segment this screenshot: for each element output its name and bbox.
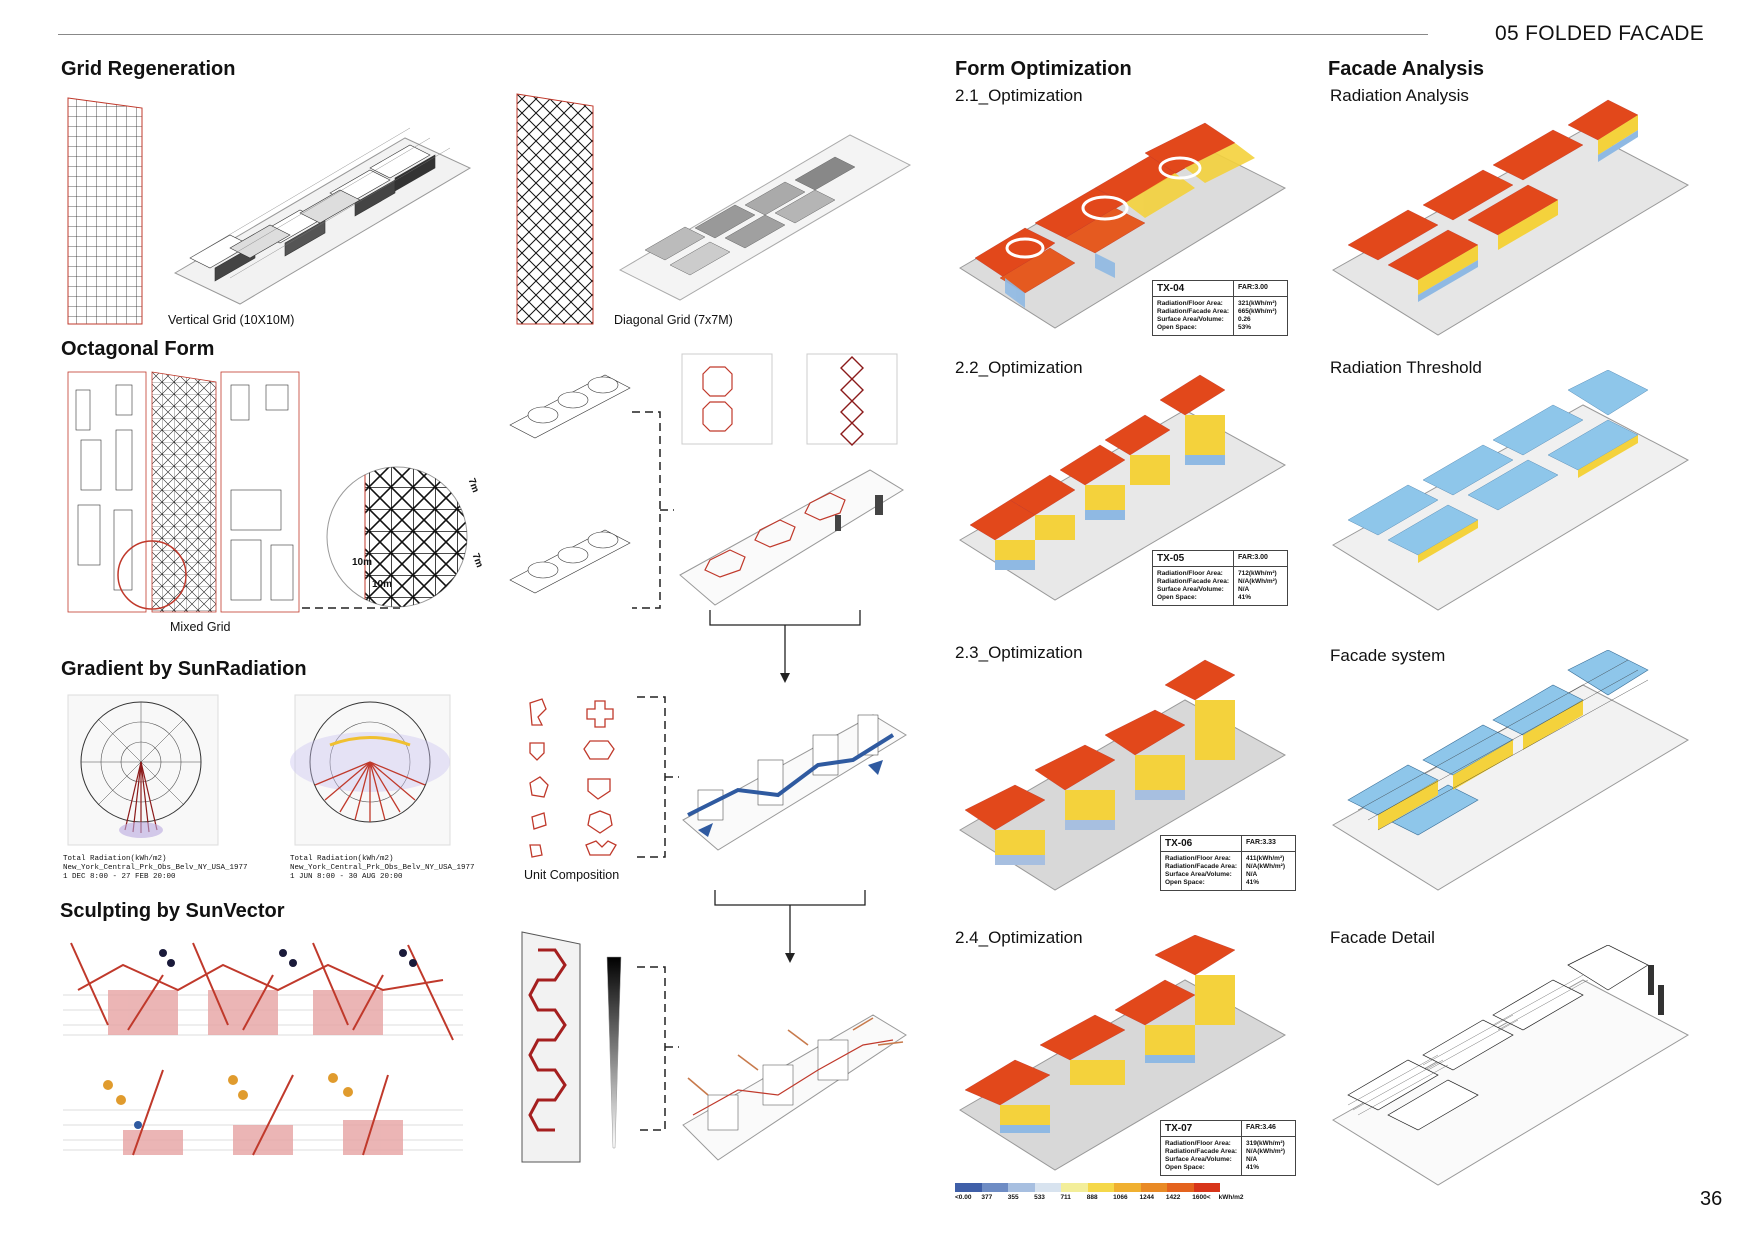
- page-number: 36: [1700, 1188, 1723, 1210]
- label-radiation-threshold: Radiation Threshold: [1330, 358, 1482, 377]
- legend-swatch: [981, 1183, 1008, 1192]
- tx-box-1: TX-04 FAR:3.00 Radiation/Floor Area: Radi…: [1152, 280, 1288, 336]
- tx-box-3: TX-06 FAR:3.33 Radiation/Floor Area: Radi…: [1160, 835, 1296, 891]
- bracket-folded: [637, 966, 679, 1131]
- legend-swatch: [1114, 1183, 1141, 1192]
- radiation-legend-labels: <0.00 377 355 533 711 888 1066 1244 1422…: [955, 1194, 1244, 1201]
- tx-box-4: TX-07 FAR:3.46 Radiation/Floor Area: Radi…: [1160, 1120, 1296, 1176]
- heading-facade-analysis: Facade Analysis: [1328, 58, 1485, 80]
- heading-octagonal-form: Octagonal Form: [61, 338, 215, 360]
- arrow-down-1: [709, 610, 861, 683]
- heading-form-optimization: Form Optimization: [955, 58, 1132, 80]
- facade-system-massing: [1332, 650, 1690, 891]
- arrow-down-2: [714, 890, 866, 963]
- dim-10m-b: 10m: [372, 579, 393, 590]
- label-optimization-4: 2.4_Optimization: [955, 928, 1083, 947]
- vertical-grid-plan: [67, 97, 143, 325]
- sunvector-section-1: [63, 942, 463, 1041]
- unit-composition-shapes: [529, 698, 617, 858]
- facade-detail-massing: [1332, 945, 1690, 1186]
- mixed-grid-zoom: [326, 466, 468, 608]
- caption-diagonal-grid: Diagonal Grid (7x7M): [614, 313, 733, 327]
- caption-winter-radiation: Total Radiation(kWh/m2) New_York_Central…: [63, 855, 248, 881]
- optimization-1-massing: [959, 122, 1287, 329]
- octagon-plan-b: [806, 353, 898, 446]
- octagon-massing-1: [509, 374, 631, 439]
- radiation-threshold-massing: [1332, 370, 1690, 611]
- mixed-grid-plan: [67, 371, 300, 613]
- label-optimization-3: 2.3_Optimization: [955, 643, 1083, 662]
- legend-swatch: [1140, 1183, 1167, 1192]
- folded-massing-arrows: [682, 1014, 907, 1161]
- diagonal-grid-plan: [516, 93, 594, 325]
- legend-swatch: [1193, 1183, 1220, 1192]
- optimization-4-massing: [959, 935, 1287, 1171]
- optimization-3-massing: [959, 659, 1287, 891]
- label-optimization-2: 2.2_Optimization: [955, 358, 1083, 377]
- heading-grid-regeneration: Grid Regeneration: [61, 58, 236, 80]
- page-title: 05 FOLDED FACADE: [1495, 22, 1705, 45]
- heading-sculpting-sunvector: Sculpting by SunVector: [60, 900, 285, 922]
- tx-box-2: TX-05 FAR:3.00 Radiation/Floor Area: Radi…: [1152, 550, 1288, 606]
- heading-gradient-sunradiation: Gradient by SunRadiation: [61, 658, 307, 680]
- radiation-legend-bar: [955, 1183, 1220, 1192]
- radiation-analysis-massing: [1332, 99, 1690, 336]
- caption-mixed-grid: Mixed Grid: [170, 620, 231, 634]
- legend-swatch: [1061, 1183, 1088, 1192]
- legend-swatch: [955, 1183, 982, 1192]
- legend-swatch: [1167, 1183, 1194, 1192]
- bracket-octagon: [632, 411, 674, 609]
- legend-swatch: [1034, 1183, 1061, 1192]
- label-facade-system: Facade system: [1330, 646, 1446, 665]
- caption-vertical-grid: Vertical Grid (10X10M): [168, 313, 295, 327]
- diagonal-grid-massing: [618, 134, 912, 301]
- label-facade-detail: Facade Detail: [1330, 928, 1435, 947]
- octagon-plan-a: [681, 353, 773, 445]
- bracket-units: [637, 696, 679, 858]
- gradient-scale-bar: [606, 956, 622, 1149]
- caption-summer-radiation: Total Radiation(kWh/m2) New_York_Central…: [290, 855, 475, 881]
- dim-10m-a: 10m: [352, 557, 373, 568]
- unit-massing-blue: [682, 714, 907, 851]
- octagon-massing-2: [509, 529, 631, 594]
- legend-swatch: [1008, 1183, 1035, 1192]
- sunvector-section-2: [63, 1069, 463, 1156]
- label-radiation-analysis: Radiation Analysis: [1330, 86, 1469, 105]
- octagon-massing-red: [679, 469, 904, 606]
- sunpath-summer: [290, 694, 451, 846]
- label-optimization-1: 2.1_Optimization: [955, 86, 1083, 105]
- dim-7m-b: 7m: [469, 551, 485, 570]
- optimization-2-massing: [959, 374, 1287, 601]
- top-rule: [58, 34, 1428, 35]
- vertical-grid-massing: [173, 127, 472, 305]
- caption-unit-composition: Unit Composition: [524, 868, 620, 882]
- sunpath-winter: [67, 694, 219, 846]
- legend-swatch: [1087, 1183, 1114, 1192]
- connector-dash: [302, 607, 400, 609]
- folded-gradient-plan: [521, 931, 581, 1163]
